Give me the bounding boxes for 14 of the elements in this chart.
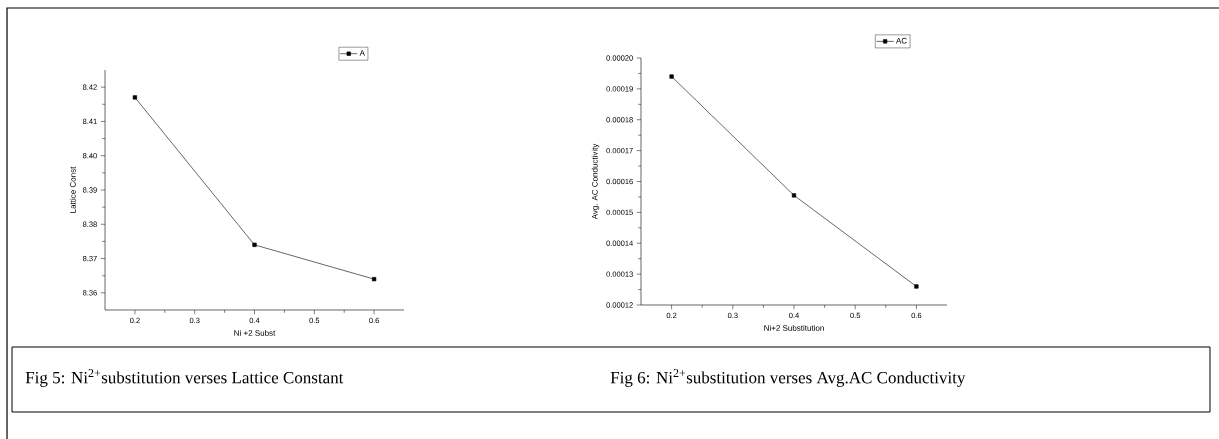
caption: Fig 5: Ni$^{2+}$substitution verses Lattice Constant [25, 369, 344, 387]
point [914, 284, 919, 289]
caption: Fig 6: Ni$^{2+}$substitution verses Avg.AC Conductivity [610, 369, 966, 387]
y-axis-title: Avg. AC Conductivity [591, 143, 600, 220]
legend-label: A [359, 50, 365, 56]
y-axis-title: Lattice Const [69, 166, 76, 213]
point [669, 74, 674, 79]
point [791, 193, 797, 198]
x-axis-title: Ni+2 Substitution [764, 324, 824, 331]
legend-label: AC [895, 37, 907, 44]
point [252, 242, 257, 247]
point [132, 95, 138, 100]
x-axis-title: Ni +2 Subst [234, 329, 276, 336]
point [372, 277, 377, 282]
